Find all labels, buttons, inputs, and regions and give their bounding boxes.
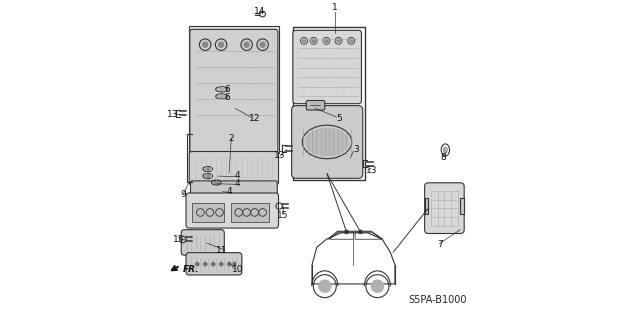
Text: 13: 13 xyxy=(366,166,378,175)
Circle shape xyxy=(312,39,316,42)
Circle shape xyxy=(244,42,249,47)
Text: 3: 3 xyxy=(353,145,359,154)
FancyBboxPatch shape xyxy=(292,106,363,178)
Circle shape xyxy=(227,263,230,266)
Circle shape xyxy=(337,39,340,42)
FancyBboxPatch shape xyxy=(307,100,324,110)
Text: 6: 6 xyxy=(225,85,230,94)
Circle shape xyxy=(303,39,306,42)
Circle shape xyxy=(196,263,199,266)
Ellipse shape xyxy=(219,95,225,98)
Text: 12: 12 xyxy=(249,114,260,122)
Circle shape xyxy=(260,42,265,47)
Text: 15: 15 xyxy=(173,235,185,244)
FancyBboxPatch shape xyxy=(186,193,278,228)
FancyBboxPatch shape xyxy=(186,253,242,275)
Circle shape xyxy=(212,263,215,266)
Text: 4: 4 xyxy=(234,179,240,188)
Text: 10: 10 xyxy=(232,265,244,274)
Text: 15: 15 xyxy=(277,211,289,220)
Circle shape xyxy=(203,42,208,47)
Circle shape xyxy=(345,230,348,234)
Bar xyxy=(293,27,365,180)
Circle shape xyxy=(204,263,207,266)
Ellipse shape xyxy=(214,181,218,184)
Circle shape xyxy=(359,230,362,234)
Text: 13: 13 xyxy=(275,151,286,160)
Text: 4: 4 xyxy=(234,171,240,180)
Text: 13: 13 xyxy=(167,110,179,119)
Bar xyxy=(193,203,224,222)
Bar xyxy=(425,198,428,214)
Circle shape xyxy=(319,280,331,292)
Circle shape xyxy=(324,39,328,42)
Bar xyxy=(460,198,463,214)
Text: 1: 1 xyxy=(332,4,338,12)
Ellipse shape xyxy=(305,128,349,155)
Bar xyxy=(230,203,269,222)
Ellipse shape xyxy=(219,88,225,91)
Circle shape xyxy=(233,263,236,266)
FancyBboxPatch shape xyxy=(424,183,464,234)
Text: 4: 4 xyxy=(227,187,232,196)
Text: 11: 11 xyxy=(216,246,228,255)
Text: 14: 14 xyxy=(253,7,265,16)
Text: 8: 8 xyxy=(440,153,445,162)
Circle shape xyxy=(220,263,223,266)
Text: 2: 2 xyxy=(228,134,234,143)
Text: 5: 5 xyxy=(336,114,342,122)
Text: FR.: FR. xyxy=(183,265,199,274)
FancyBboxPatch shape xyxy=(189,152,278,185)
Ellipse shape xyxy=(444,147,447,153)
Text: 7: 7 xyxy=(436,240,442,249)
Ellipse shape xyxy=(206,168,210,170)
Text: S5PA-B1000: S5PA-B1000 xyxy=(409,295,467,305)
FancyBboxPatch shape xyxy=(181,230,224,255)
Bar xyxy=(189,26,278,153)
Text: 6: 6 xyxy=(225,93,230,102)
Circle shape xyxy=(218,42,223,47)
FancyBboxPatch shape xyxy=(190,29,278,152)
Ellipse shape xyxy=(206,175,210,177)
Circle shape xyxy=(349,39,353,42)
FancyBboxPatch shape xyxy=(191,181,277,195)
FancyBboxPatch shape xyxy=(293,30,362,104)
Circle shape xyxy=(371,280,383,292)
Text: 9: 9 xyxy=(180,190,186,199)
